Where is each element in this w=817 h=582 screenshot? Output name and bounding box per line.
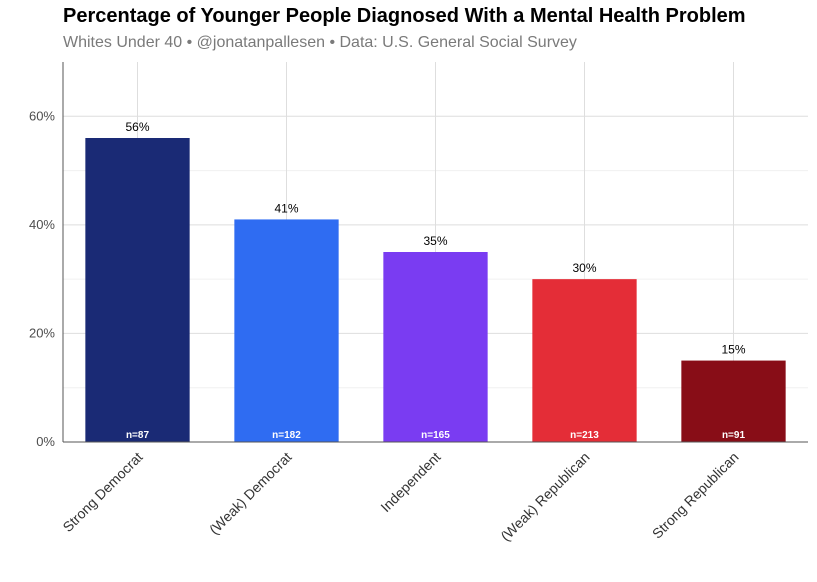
value-label: 41% (274, 201, 298, 215)
n-label: n=87 (126, 430, 150, 441)
n-label: n=91 (722, 430, 746, 441)
chart-subtitle: Whites Under 40 • @jonatanpallesen • Dat… (63, 34, 577, 51)
y-tick-label: 60% (29, 108, 55, 123)
bar (681, 360, 786, 442)
bar (85, 138, 190, 442)
value-label: 56% (125, 120, 149, 134)
x-tick-label: Strong Democrat (59, 449, 145, 535)
x-tick-label: Strong Republican (649, 449, 742, 542)
chart-title: Percentage of Younger People Diagnosed W… (63, 5, 746, 27)
value-label: 35% (423, 234, 447, 248)
n-label: n=182 (272, 430, 301, 441)
x-tick-label: Independent (377, 449, 443, 515)
n-label: n=165 (421, 430, 450, 441)
bar (234, 219, 339, 442)
n-label: n=213 (570, 430, 599, 441)
y-tick-label: 40% (29, 217, 55, 232)
value-label: 30% (572, 261, 596, 275)
bar (532, 279, 637, 442)
x-tick-label: (Weak) Democrat (206, 449, 295, 538)
value-label: 15% (721, 343, 745, 357)
y-tick-label: 20% (29, 325, 55, 340)
y-tick-label: 0% (36, 434, 55, 449)
bar (383, 252, 488, 442)
x-tick-label: (Weak) Republican (497, 449, 592, 544)
